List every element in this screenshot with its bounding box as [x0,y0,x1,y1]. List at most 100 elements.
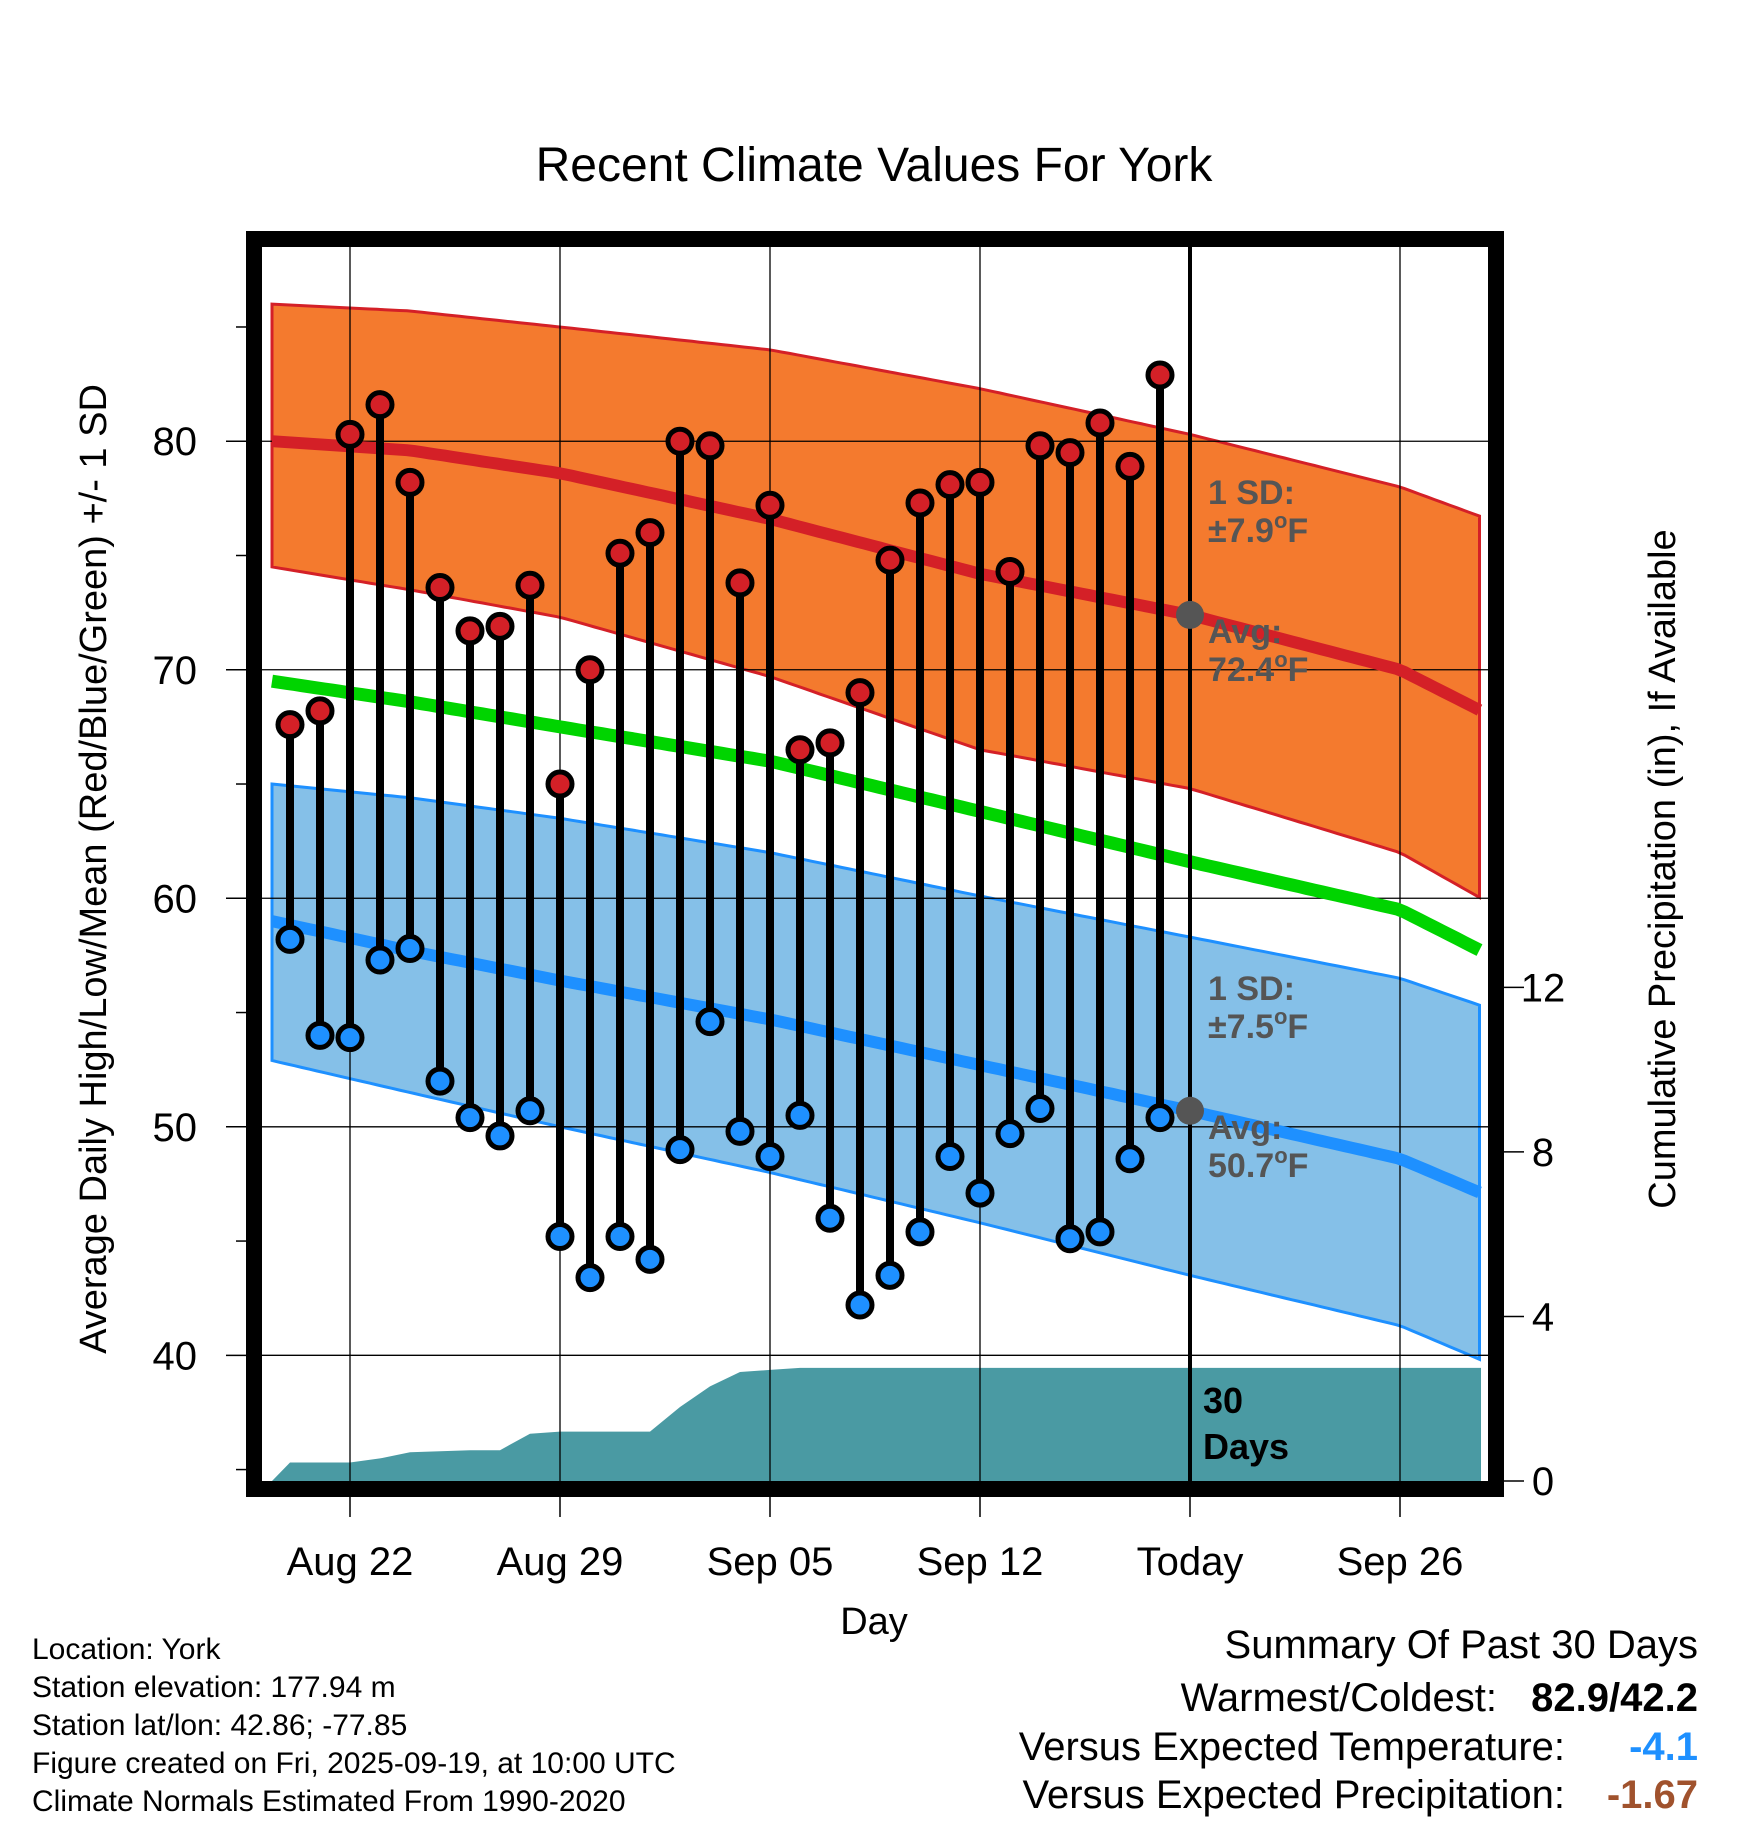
days-number: 30 [1203,1380,1243,1421]
high-avg-annotation-line: Avg: [1208,613,1282,651]
observed-high-point [665,426,695,456]
low-avg-annotation-part: F [1288,1147,1309,1185]
high-sd-annotation-part: ±7.9 [1208,512,1274,550]
summary-warmest-value: 82.9/42.2 [1531,1676,1698,1720]
observed-high-point [1085,408,1115,438]
observed-high-point [725,568,755,598]
observed-low-point [875,1260,905,1290]
observed-high-point [275,710,305,740]
observed-high-point [515,570,545,600]
low-avg-annotation-line: 50.7oF [1208,1143,1308,1185]
low-sd-annotation: 1 SD: ±7.5oF [1208,970,1308,1046]
observed-high-point [1115,451,1145,481]
footer-latlon: Station lat/lon: 42.86; -77.85 [32,1709,407,1742]
high-sd-annotation-line: 1 SD: [1208,474,1295,512]
observed-low-point [1145,1103,1175,1133]
observed-high-point [785,735,815,765]
y-axis-right-label: Cumulative Precipitation (in), If Availa… [1642,529,1684,1208]
observed-low-point [425,1066,455,1096]
footer-info: Location: York Station elevation: 177.94… [32,1633,676,1818]
observed-low-point [335,1023,365,1053]
observed-high-point [905,488,935,518]
observed-high-point [485,611,515,641]
observed-high-point [935,470,965,500]
observed-low-point [275,924,305,954]
high-sd-annotation: 1 SD: ±7.9oF [1208,474,1308,550]
high-sd-annotation-part: o [1274,508,1287,533]
observed-low-point [935,1142,965,1172]
x-tick-label: Sep 12 [917,1540,1044,1584]
observed-low-point [965,1178,995,1208]
high-avg-annotation-part: F [1288,651,1309,689]
observed-high-point [965,467,995,497]
observed-low-point [665,1135,695,1165]
low-avg-annotation-part: o [1274,1143,1287,1168]
y2-tick-label: 8 [1532,1131,1554,1175]
today-low-avg-marker [1176,1096,1204,1125]
observed-low-point [575,1263,605,1293]
high-avg-annotation: Avg: 72.4oF [1208,613,1308,689]
low-sd-annotation-part: ±7.5 [1208,1008,1274,1046]
observed-high-point [815,728,845,758]
summary-precip-label: Versus Expected Precipitation: [1022,1773,1565,1817]
summary-warmest-label: Warmest/Coldest: [1181,1676,1497,1720]
x-tick-label: Aug 22 [287,1540,414,1584]
observed-low-point [905,1217,935,1247]
observed-high-point [875,545,905,575]
low-sd-annotation-line: ±7.5oF [1208,1004,1308,1046]
y-tick-label: 80 [153,420,198,464]
footer-location: Location: York [32,1633,221,1666]
observed-high-point [755,490,785,520]
summary-precip-value: -1.67 [1607,1773,1698,1817]
observed-low-point [725,1116,755,1146]
observed-low-point [995,1119,1025,1149]
summary-panel: Summary Of Past 30 Days Warmest/Coldest:… [1019,1623,1698,1817]
y2-tick-label: 4 [1532,1295,1554,1339]
days-label: 30 Days [1203,1380,1289,1467]
y2-tick-label: 12 [1521,966,1566,1010]
observed-low-point [695,1007,725,1037]
y-tick-label: 60 [153,877,198,921]
footer-created: Figure created on Fri, 2025-09-19, at 10… [32,1747,676,1780]
observed-high-point [395,467,425,497]
observed-low-point [485,1121,515,1151]
days-word: Days [1203,1426,1289,1467]
observed-low-point [1025,1094,1055,1124]
observed-low-point [635,1244,665,1274]
observed-high-point [305,696,335,726]
chart-title: Recent Climate Values For York [536,139,1214,192]
low-sd-annotation-part: o [1274,1004,1287,1029]
observed-high-point [545,769,575,799]
plot-frame [246,231,1504,1497]
observed-low-point [605,1221,635,1251]
observed-high-point [695,431,725,461]
summary-temp-value: -4.1 [1629,1725,1698,1769]
observed-low-point [365,945,395,975]
observed-high-point [455,616,485,646]
summary-temp-label: Versus Expected Temperature: [1019,1725,1565,1769]
observed-low-point [1115,1144,1145,1174]
observed-low-point [815,1203,845,1233]
today-high-avg-marker [1176,600,1204,629]
observed-low-point [845,1290,875,1320]
x-tick-label: Aug 29 [497,1540,624,1584]
observed-high-point [425,572,455,602]
observed-low-point [1085,1217,1115,1247]
low-sd-annotation-part: F [1287,1008,1308,1046]
footer-elevation: Station elevation: 177.94 m [32,1671,396,1704]
observed-high-point [605,538,635,568]
observed-high-point [335,419,365,449]
y2-tick-label: 0 [1532,1460,1554,1504]
y-axis-left-label: Average Daily High/Low/Mean (Red/Blue/Gr… [73,384,115,1354]
x-tick-label: Today [1137,1540,1244,1584]
low-avg-annotation-part: 50.7 [1208,1147,1274,1185]
observed-low-point [1055,1224,1085,1254]
low-avg-annotation-line: Avg: [1208,1109,1282,1147]
observed-high-point [995,556,1025,586]
observed-high-point [1025,431,1055,461]
high-avg-annotation-part: 72.4 [1208,651,1274,689]
observed-low-point [785,1100,815,1130]
low-avg-annotation: Avg: 50.7oF [1208,1109,1308,1185]
